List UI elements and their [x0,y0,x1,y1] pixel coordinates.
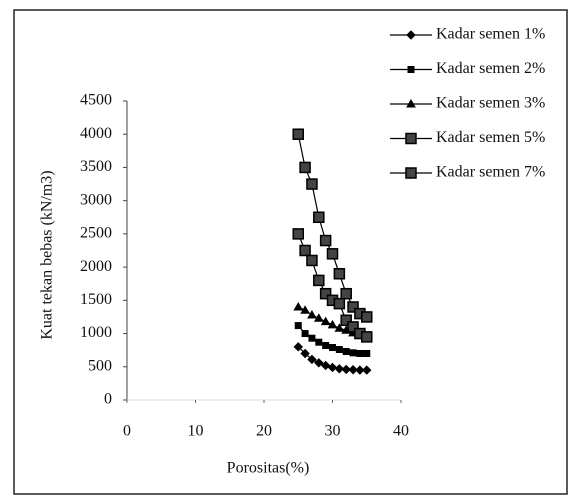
y-tick-label: 3500 [80,158,112,175]
marker [315,338,323,346]
marker [342,347,350,355]
marker [349,349,357,357]
marker [307,309,317,319]
marker [313,313,324,322]
marker [314,358,324,368]
marker [405,132,417,145]
x-tick-label: 30 [325,423,341,440]
marker [313,211,325,224]
y-tick-label: 1500 [80,291,112,308]
marker [299,161,311,174]
marker [320,360,331,371]
marker [329,344,336,352]
marker [407,66,415,73]
marker [320,316,331,326]
marker [293,301,304,311]
legend-label: Kadar semen 2% [436,60,545,77]
legend-label: Kadar semen 1% [436,26,545,43]
y-tick-label: 4500 [80,92,112,109]
legend-label: Kadar semen 3% [436,95,545,112]
marker [326,248,339,260]
marker [292,128,304,140]
marker [327,362,338,373]
marker [405,167,417,179]
marker [327,319,338,329]
marker [406,30,416,40]
marker [334,364,345,374]
marker [300,348,310,359]
marker [361,331,373,343]
marker [292,228,304,240]
marker [356,349,364,357]
marker [308,334,316,342]
marker [300,305,310,314]
y-tick-label: 2500 [80,225,112,242]
marker [333,268,346,280]
x-tick-label: 0 [123,423,131,440]
marker [319,234,332,247]
y-tick-label: 0 [104,391,112,408]
y-tick-label: 4000 [80,125,112,142]
marker [334,323,345,332]
marker [293,342,303,352]
y-tick-label: 1000 [80,324,112,341]
marker [361,311,373,323]
marker [335,346,343,354]
chart-frame [13,9,568,495]
x-tick-label: 40 [393,423,409,440]
marker [406,98,416,108]
x-tick-label: 20 [256,423,272,440]
y-tick-label: 500 [88,357,112,374]
y-tick-label: 3000 [80,191,112,208]
x-tick-label: 10 [188,423,204,440]
marker [319,287,332,300]
marker [306,254,318,267]
marker [362,365,372,375]
marker [355,365,365,375]
marker [340,287,352,300]
marker [307,354,317,365]
legend-label: Kadar semen 5% [436,129,545,146]
marker [294,322,302,330]
marker [347,301,359,313]
marker [313,274,325,287]
marker [306,178,318,190]
marker [299,244,311,257]
marker [347,321,359,333]
y-axis-title: Kuat tekan bebas (kN/m3) [39,170,56,339]
y-tick-label: 2000 [80,258,112,275]
marker [322,342,330,350]
marker [341,364,351,375]
marker [340,314,352,327]
marker [348,365,358,375]
marker [301,330,309,338]
marker [363,349,371,357]
legend-label: Kadar semen 7% [436,164,545,181]
marker [333,297,346,310]
x-axis-title: Porositas(%) [227,460,310,477]
